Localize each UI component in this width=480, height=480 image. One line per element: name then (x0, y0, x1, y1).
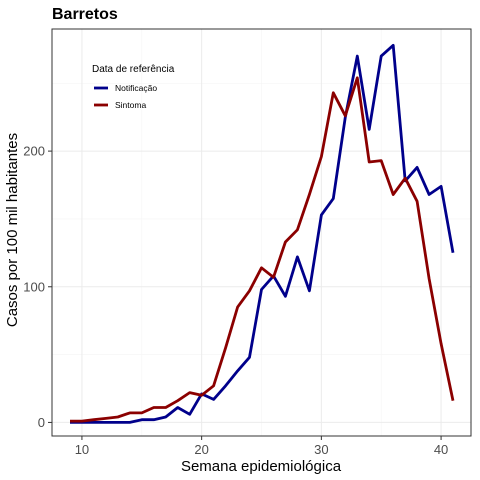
legend-label-sintoma: Sintoma (115, 100, 146, 110)
series-line-notificacao (70, 43, 455, 424)
y-tick-label: 0 (38, 415, 45, 430)
legend: Data de referência Notificação Sintoma (92, 64, 175, 110)
plot-panel (51, 28, 472, 437)
series-line-sintoma (70, 76, 455, 423)
legend-items: Notificação Sintoma (94, 83, 157, 110)
y-tick-label: 100 (23, 279, 45, 294)
x-tick-label: 20 (194, 442, 208, 457)
legend-label-notificacao: Notificação (115, 83, 157, 93)
axis-ticks: 10 20 30 40 0 100 200 (23, 144, 448, 457)
x-tick-label: 10 (75, 442, 89, 457)
legend-title: Data de referência (92, 64, 175, 75)
y-tick-label: 200 (23, 144, 45, 159)
x-tick-label: 40 (434, 442, 448, 457)
series-layer (70, 43, 455, 424)
chart-title: Barretos (52, 6, 118, 23)
x-axis-title: Semana epidemiológica (181, 458, 342, 475)
y-axis-title: Casos por 100 mil habitantes (4, 133, 21, 327)
x-tick-label: 30 (314, 442, 328, 457)
